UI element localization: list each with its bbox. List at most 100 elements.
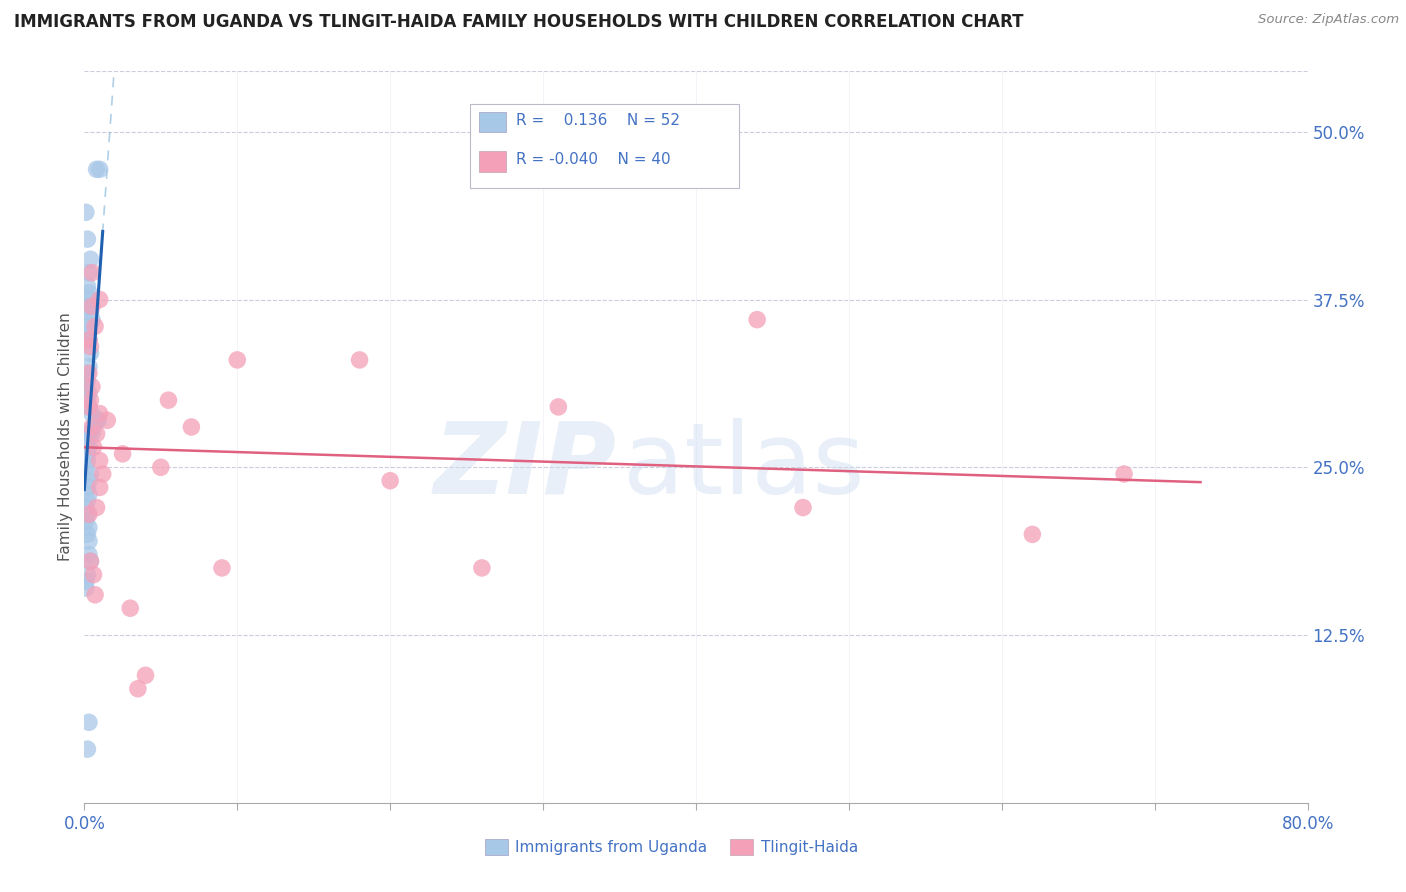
Point: [77, 474, 100, 488]
Point: [89, 407, 111, 421]
Point: [120, 601, 142, 615]
Point: [77, 534, 100, 549]
Y-axis label: Family Households with Children: Family Households with Children: [58, 313, 73, 561]
Text: R = -0.040    N = 40: R = -0.040 N = 40: [516, 153, 671, 168]
Point: [75, 514, 97, 528]
Point: [89, 453, 111, 467]
Point: [76, 373, 98, 387]
Point: [547, 400, 569, 414]
Point: [76, 299, 98, 313]
Point: [86, 413, 108, 427]
Point: [77, 440, 100, 454]
Point: [79, 293, 101, 307]
Point: [77, 521, 100, 535]
Point: [211, 561, 233, 575]
Point: [79, 554, 101, 568]
Point: [80, 420, 103, 434]
Point: [80, 312, 103, 326]
Point: [76, 232, 98, 246]
Point: [80, 266, 103, 280]
Point: [747, 312, 769, 326]
Point: [76, 742, 98, 756]
Point: [79, 252, 101, 267]
Bar: [479, 151, 506, 171]
Point: [79, 339, 101, 353]
Point: [349, 352, 371, 367]
Point: [380, 474, 402, 488]
Point: [76, 527, 98, 541]
Point: [89, 293, 111, 307]
Point: [77, 508, 100, 522]
Point: [76, 434, 98, 448]
Point: [83, 440, 105, 454]
Point: [77, 426, 100, 441]
Point: [180, 420, 202, 434]
Point: [76, 447, 98, 461]
Point: [77, 715, 100, 730]
Text: IMMIGRANTS FROM UGANDA VS TLINGIT-HAIDA FAMILY HOUSEHOLDS WITH CHILDREN CORRELAT: IMMIGRANTS FROM UGANDA VS TLINGIT-HAIDA …: [14, 13, 1024, 31]
Point: [75, 574, 97, 589]
Point: [76, 279, 98, 293]
Point: [75, 500, 97, 515]
Point: [86, 162, 108, 177]
Point: [77, 285, 100, 300]
Point: [111, 447, 134, 461]
Text: R =    0.136    N = 52: R = 0.136 N = 52: [516, 113, 681, 128]
Point: [792, 500, 814, 515]
Point: [76, 367, 98, 381]
Point: [80, 426, 103, 441]
Point: [80, 380, 103, 394]
Point: [77, 400, 100, 414]
Point: [471, 561, 494, 575]
Point: [80, 407, 103, 421]
Point: [86, 500, 108, 515]
Point: [157, 393, 180, 408]
Legend: Immigrants from Uganda, Tlingit-Haida: Immigrants from Uganda, Tlingit-Haida: [478, 833, 865, 861]
Point: [77, 359, 100, 374]
Point: [77, 266, 100, 280]
Point: [75, 380, 97, 394]
Point: [91, 467, 114, 481]
Bar: [479, 112, 506, 132]
Point: [89, 480, 111, 494]
Point: [226, 352, 249, 367]
Text: ZIP: ZIP: [433, 417, 616, 515]
Point: [149, 460, 172, 475]
Point: [76, 480, 98, 494]
Point: [76, 567, 98, 582]
Point: [77, 333, 100, 347]
Point: [96, 413, 118, 427]
Text: atlas: atlas: [623, 417, 865, 515]
Point: [79, 467, 101, 481]
Point: [79, 393, 101, 408]
Point: [1021, 527, 1043, 541]
Point: [89, 162, 111, 177]
Point: [76, 493, 98, 508]
Point: [135, 668, 157, 682]
Point: [77, 400, 100, 414]
Point: [1114, 467, 1136, 481]
FancyBboxPatch shape: [470, 104, 738, 188]
Point: [79, 554, 101, 568]
Point: [77, 487, 100, 501]
Point: [86, 426, 108, 441]
Point: [127, 681, 149, 696]
Point: [77, 548, 100, 562]
Point: [77, 367, 100, 381]
Point: [76, 508, 98, 522]
Point: [84, 319, 107, 334]
Point: [77, 386, 100, 401]
Point: [83, 420, 105, 434]
Text: Source: ZipAtlas.com: Source: ZipAtlas.com: [1258, 13, 1399, 27]
Point: [79, 346, 101, 360]
Point: [76, 453, 98, 467]
Point: [87, 413, 110, 427]
Point: [75, 460, 97, 475]
Point: [77, 333, 100, 347]
Point: [77, 319, 100, 334]
Point: [84, 588, 107, 602]
Point: [76, 326, 98, 340]
Point: [80, 299, 103, 313]
Point: [75, 205, 97, 219]
Point: [79, 306, 101, 320]
